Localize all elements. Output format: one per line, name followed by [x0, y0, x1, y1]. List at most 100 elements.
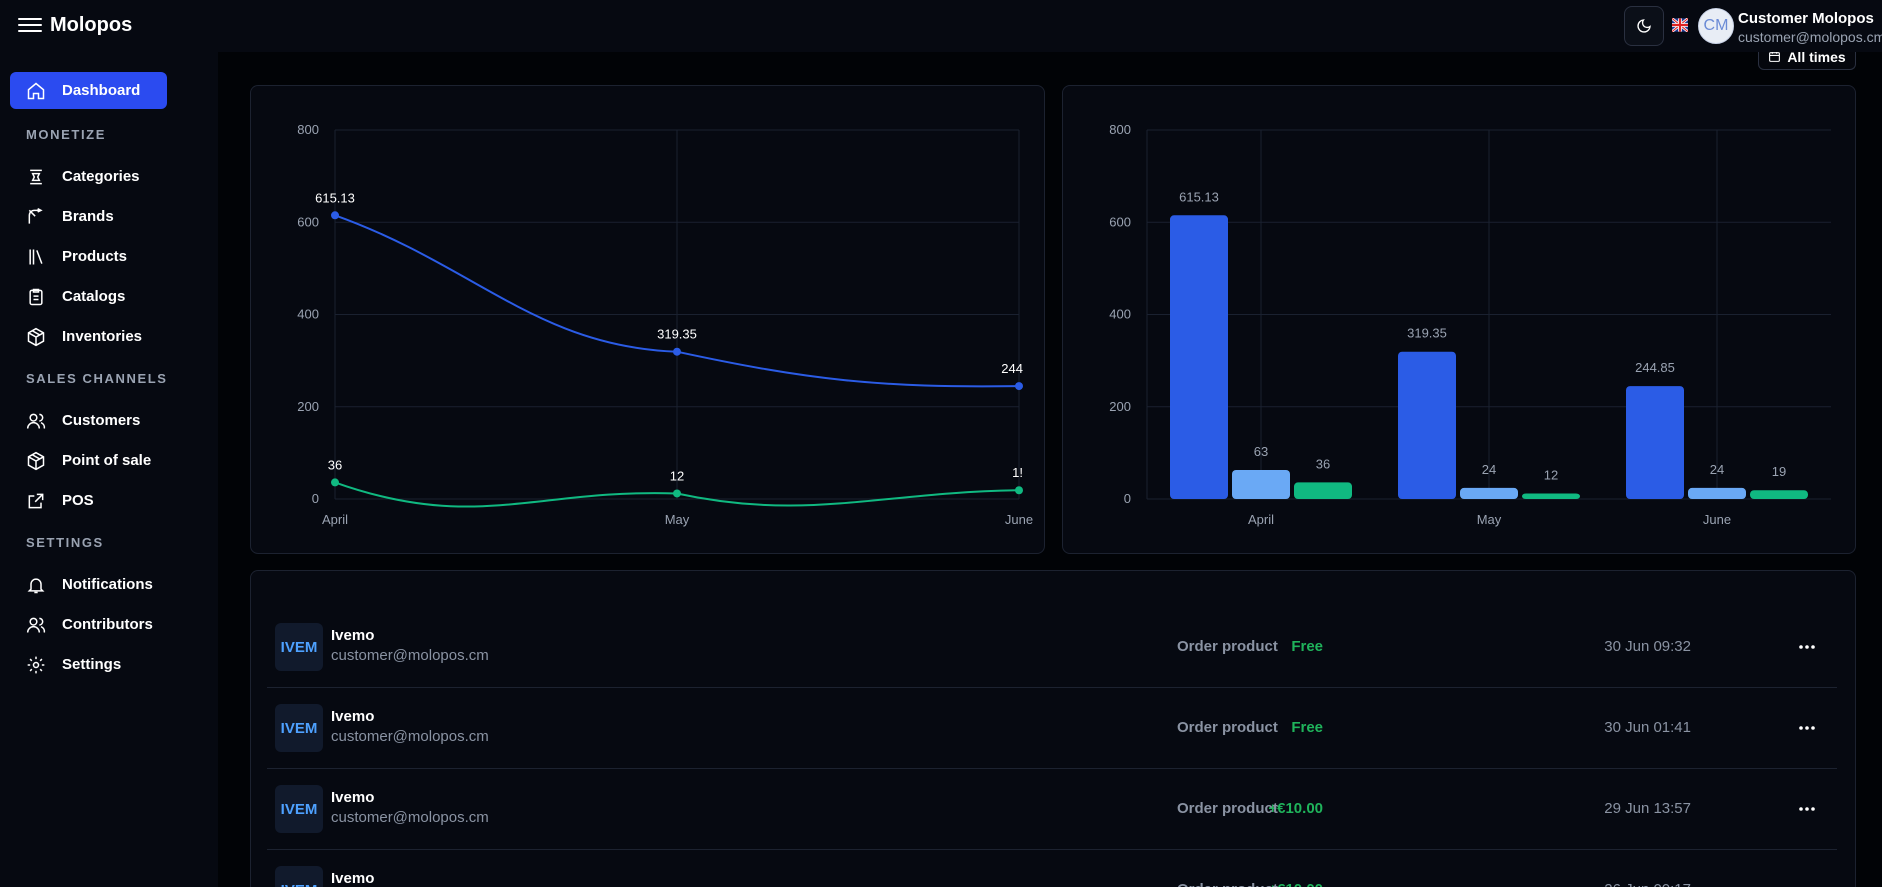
ellipsis-icon [1799, 645, 1815, 649]
x-tick-label: May [665, 512, 690, 527]
ellipsis-icon [1799, 807, 1815, 811]
top-bar: Molopos CM Customer Molopos customer@mol… [0, 0, 1882, 52]
y-tick-label: 200 [297, 399, 319, 414]
data-point [1015, 486, 1023, 495]
sidebar-item-settings[interactable]: Settings [10, 646, 167, 683]
uk-flag-icon[interactable] [1672, 18, 1688, 32]
sidebar-item-label: POS [62, 492, 94, 509]
y-tick-label: 400 [297, 307, 319, 322]
transaction-row[interactable]: IVEM Ivemo customer@molopos.cm +€10.00 Order… [267, 769, 1837, 850]
moon-icon [1637, 19, 1651, 33]
transaction-row[interactable]: IVEM Ivemo customer@molopos.cm Free Order pr… [267, 607, 1837, 688]
more-options-button[interactable] [1793, 714, 1821, 742]
y-tick-label: 200 [1109, 399, 1131, 414]
data-point [673, 347, 681, 356]
home-icon [27, 82, 45, 99]
x-tick-label: June [1005, 512, 1033, 527]
bar [1626, 386, 1684, 499]
y-tick-label: 0 [1124, 491, 1131, 506]
bar [1522, 493, 1580, 499]
transaction-type: Order product [1177, 800, 1278, 817]
data-label: 615.13 [315, 190, 355, 205]
merchant-name: Ivemo [331, 870, 375, 887]
merchant-name: Ivemo [331, 789, 375, 806]
sidebar-item-notifications[interactable]: Notifications [10, 566, 167, 603]
bar [1294, 482, 1352, 499]
data-label: 244.85 [1635, 360, 1675, 375]
data-label: 24 [1710, 462, 1724, 477]
merchant-badge: IVEM [275, 866, 323, 887]
nav-section-settings: SETTINGS [26, 535, 104, 550]
transaction-date: 30 Jun 09:32 [1604, 638, 1691, 655]
sidebar-item-label: Settings [62, 656, 122, 673]
sidebar-item-point-of-sale[interactable]: Point of sale [10, 442, 167, 479]
transaction-amount: +€10.00 [1268, 881, 1323, 887]
users-icon [26, 413, 46, 429]
bar-chart-card: 0 200 400 600 800 April 615.13 63 36 May 319.35 24 1… [1062, 85, 1856, 554]
data-label: 24 [1482, 462, 1496, 477]
y-tick-label: 400 [1109, 307, 1131, 322]
data-point [331, 478, 339, 487]
data-label: 615.13 [1179, 189, 1219, 204]
sidebar-item-label: Brands [62, 208, 114, 225]
data-label: 12 [670, 468, 684, 483]
data-point [331, 211, 339, 220]
sidebar-item-catalogs[interactable]: Catalogs [10, 278, 167, 315]
app-logo[interactable]: Molopos [50, 14, 133, 36]
sidebar-item-pos[interactable]: POS [10, 482, 167, 519]
transaction-amount: Free [1291, 638, 1323, 655]
transaction-date: 26 Jun 00:17 [1604, 881, 1691, 887]
sidebar-item-label: Categories [62, 168, 140, 185]
bar-chart: 0 200 400 600 800 April 615.13 63 36 May 319.35 24 1… [1109, 122, 1831, 527]
merchant-badge: IVEM [275, 785, 323, 833]
bar [1750, 490, 1808, 499]
avatar[interactable]: CM [1698, 8, 1734, 44]
x-tick-label: May [1477, 512, 1502, 527]
data-label: 319.35 [657, 327, 697, 342]
bar [1460, 487, 1518, 499]
box-icon [27, 451, 45, 470]
external-link-icon [28, 493, 44, 508]
more-options-button[interactable] [1793, 795, 1821, 823]
sidebar-item-label: Customers [62, 412, 141, 429]
categories-icon [30, 169, 42, 184]
transaction-amount: +€10.00 [1268, 800, 1323, 817]
y-tick-label: 800 [297, 122, 319, 137]
x-tick-label: April [322, 512, 348, 527]
sidebar-item-products[interactable]: Products [10, 238, 167, 275]
merchant-email: customer@molopos.cm [331, 809, 489, 826]
sidebar-item-label: Products [62, 248, 128, 265]
transaction-type: Order product [1177, 719, 1278, 736]
more-options-button[interactable] [1793, 633, 1821, 661]
y-tick-label: 600 [1109, 214, 1131, 229]
data-label: 1! [1012, 465, 1023, 480]
data-label: 244 [1001, 361, 1023, 376]
theme-toggle-button[interactable] [1624, 6, 1664, 46]
transaction-date: 30 Jun 01:41 [1604, 719, 1691, 736]
transaction-type: Order product [1177, 881, 1278, 887]
more-options-button[interactable] [1793, 876, 1821, 887]
transaction-amount: Free [1291, 719, 1323, 736]
sidebar-item-contributors[interactable]: Contributors [10, 606, 167, 643]
sidebar-item-label: Notifications [62, 576, 153, 593]
transaction-row[interactable]: IVEM Ivemo customer@molopos.cm Free Order pr… [267, 688, 1837, 769]
sidebar-item-dashboard[interactable]: Dashboard [10, 72, 167, 109]
sidebar-item-label: Point of sale [62, 452, 152, 469]
bar [1398, 351, 1456, 499]
sidebar-item-label: Inventories [62, 328, 143, 345]
user-email: customer@molopos.cm [1738, 29, 1882, 45]
transaction-type: Order product [1177, 638, 1278, 655]
sidebar-item-customers[interactable]: Customers [10, 402, 167, 439]
bell-icon [27, 577, 45, 593]
ellipsis-icon [1799, 726, 1815, 730]
menu-icon[interactable] [18, 15, 42, 37]
merchant-email: customer@molopos.cm [331, 647, 489, 664]
sidebar-item-inventories[interactable]: Inventories [10, 318, 167, 355]
x-tick-label: April [1248, 512, 1274, 527]
date-filter-label: All times [1787, 48, 1846, 65]
sidebar-item-brands[interactable]: Brands [10, 198, 167, 235]
sidebar-item-categories[interactable]: Categories [10, 158, 167, 195]
brands-icon [28, 207, 43, 224]
